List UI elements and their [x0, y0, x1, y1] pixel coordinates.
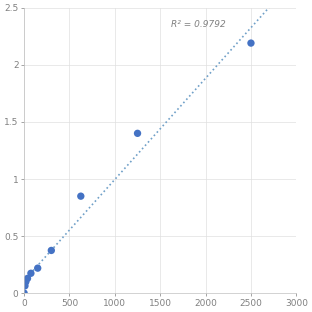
Point — [22, 290, 27, 295]
Point — [135, 131, 140, 136]
Point — [248, 41, 253, 46]
Point — [22, 283, 27, 288]
Point — [23, 279, 28, 284]
Point — [49, 248, 54, 253]
Point — [25, 276, 30, 281]
Point — [28, 271, 33, 276]
Point — [35, 266, 40, 271]
Point — [78, 194, 83, 199]
Text: R² = 0.9792: R² = 0.9792 — [171, 20, 226, 29]
